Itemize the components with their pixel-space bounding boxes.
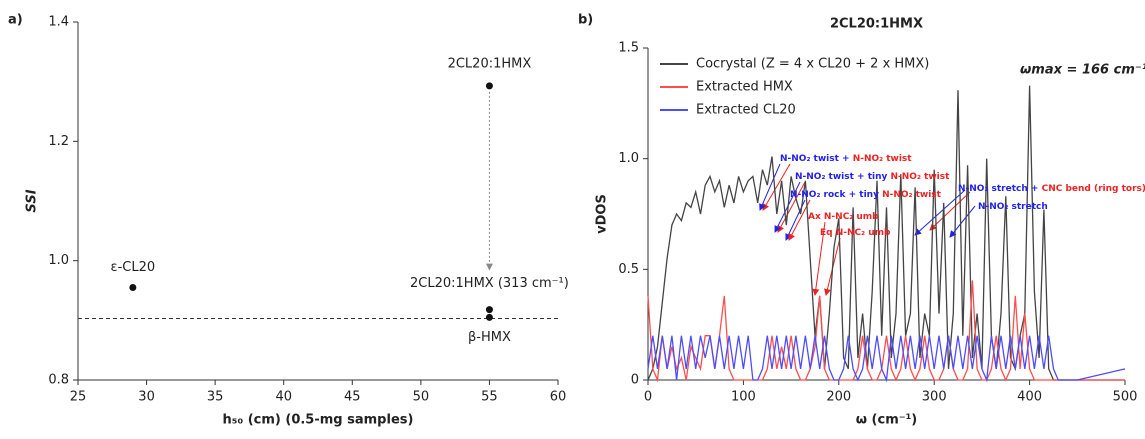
y-tick-label: 1.0: [48, 253, 69, 268]
y-tick-label: 1.4: [48, 15, 69, 30]
x-tick-label: 300: [922, 390, 947, 405]
point: [129, 284, 137, 292]
point-label: β-HMX: [468, 330, 511, 345]
x-tick-label: 100: [731, 390, 756, 405]
y-axis-label: vDOS: [595, 194, 610, 234]
y-tick-label: 1.5: [618, 41, 639, 56]
annotation-part: Eq N-NC₂ umb: [820, 228, 891, 238]
x-tick-label: 60: [550, 390, 567, 405]
annotation: N-NO₂ stretch + CNC bend (ring tors): [958, 184, 1145, 194]
y-tick-label: 0.5: [618, 262, 639, 277]
y-tick-label: 0: [631, 373, 639, 388]
point-label: ε-CL20: [111, 260, 156, 275]
x-tick-label: 40: [275, 390, 292, 405]
panel-label: b): [578, 13, 593, 28]
y-tick-label: 1.0: [618, 151, 639, 166]
x-tick-label: 200: [826, 390, 851, 405]
annotation-part: N-NO₂ stretch: [978, 202, 1048, 212]
annotation-part: N-NO₂ twist: [891, 172, 951, 182]
x-axis-label: h₅₀ (cm) (0.5-mg samples): [223, 413, 414, 428]
annotation-part: N-NO₂ twist + tiny: [795, 172, 891, 182]
point: [485, 306, 493, 314]
x-tick-label: 30: [138, 390, 155, 405]
x-tick-label: 35: [207, 390, 224, 405]
annotation: N-NO₂ twist + N-NO₂ twist: [780, 154, 912, 164]
point-label: 2CL20:1HMX (313 cm⁻¹): [410, 276, 569, 291]
x-tick-label: 0: [644, 390, 652, 405]
x-tick-label: 25: [70, 390, 87, 405]
y-tick-label: 1.2: [48, 134, 69, 149]
series-line: [647, 85, 1125, 381]
x-tick-label: 55: [481, 390, 498, 405]
series-line: [647, 335, 1126, 383]
x-tick-label: 400: [1017, 390, 1042, 405]
annotation: Ax N-NC₂ umb: [808, 212, 879, 222]
annotation-part: N-NO₂ twist +: [780, 154, 853, 164]
annotation: N-NO₂ twist + tiny N-NO₂ twist: [795, 172, 950, 182]
annotation-part: N-NO₂ twist: [882, 190, 942, 200]
omega-max-note: ωmax = 166 cm⁻¹: [1020, 63, 1145, 78]
y-axis-label: SSI: [25, 189, 40, 212]
annotation-part: N-NO₂ rock + tiny: [790, 190, 882, 200]
legend-label: Extracted HMX: [696, 80, 793, 95]
legend-label: Cocrystal (Z = 4 x CL20 + 2 x HMX): [696, 57, 929, 72]
annotation-part: Ax N-NC₂ umb: [808, 212, 879, 222]
annotation: N-NO₂ stretch: [978, 202, 1048, 212]
annotation: N-NO₂ rock + tiny N-NO₂ twist: [790, 190, 942, 200]
x-tick-label: 500: [1113, 390, 1138, 405]
chart-title: 2CL20:1HMX: [830, 17, 923, 32]
y-tick-label: 0.8: [48, 373, 69, 388]
point-label: 2CL20:1HMX: [448, 56, 532, 71]
legend-label: Extracted CL20: [696, 103, 796, 118]
point: [485, 313, 493, 321]
x-tick-label: 45: [344, 390, 361, 405]
annotation-part: CNC bend (ring tors): [1042, 184, 1145, 194]
annotation-part: N-NO₂ stretch +: [958, 184, 1042, 194]
annotation: Eq N-NC₂ umb: [820, 228, 891, 238]
x-tick-label: 50: [413, 390, 430, 405]
annotation-part: N-NO₂ twist: [853, 154, 913, 164]
panel-label: a): [8, 13, 23, 28]
x-axis-label: ω (cm⁻¹): [856, 413, 918, 428]
point: [485, 82, 493, 90]
